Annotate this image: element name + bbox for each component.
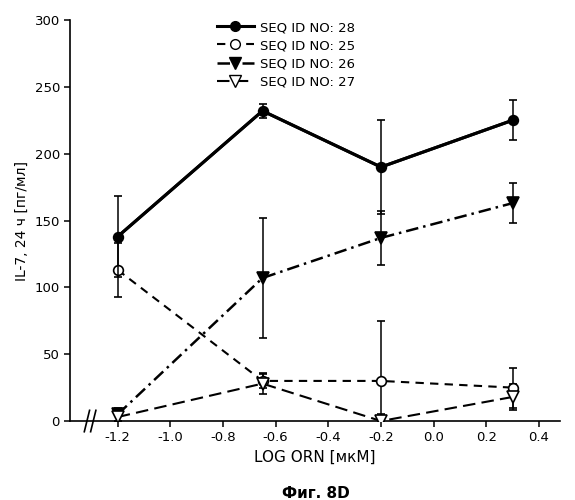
X-axis label: LOG ORN [мкМ]: LOG ORN [мкМ] — [254, 450, 376, 465]
Legend: SEQ ID NO: 28, SEQ ID NO: 25, SEQ ID NO: 26, SEQ ID NO: 27: SEQ ID NO: 28, SEQ ID NO: 25, SEQ ID NO:… — [214, 18, 358, 92]
Text: Фиг. 8D: Фиг. 8D — [282, 486, 350, 500]
Y-axis label: IL-7, 24 ч [пг/мл]: IL-7, 24 ч [пг/мл] — [15, 160, 29, 280]
